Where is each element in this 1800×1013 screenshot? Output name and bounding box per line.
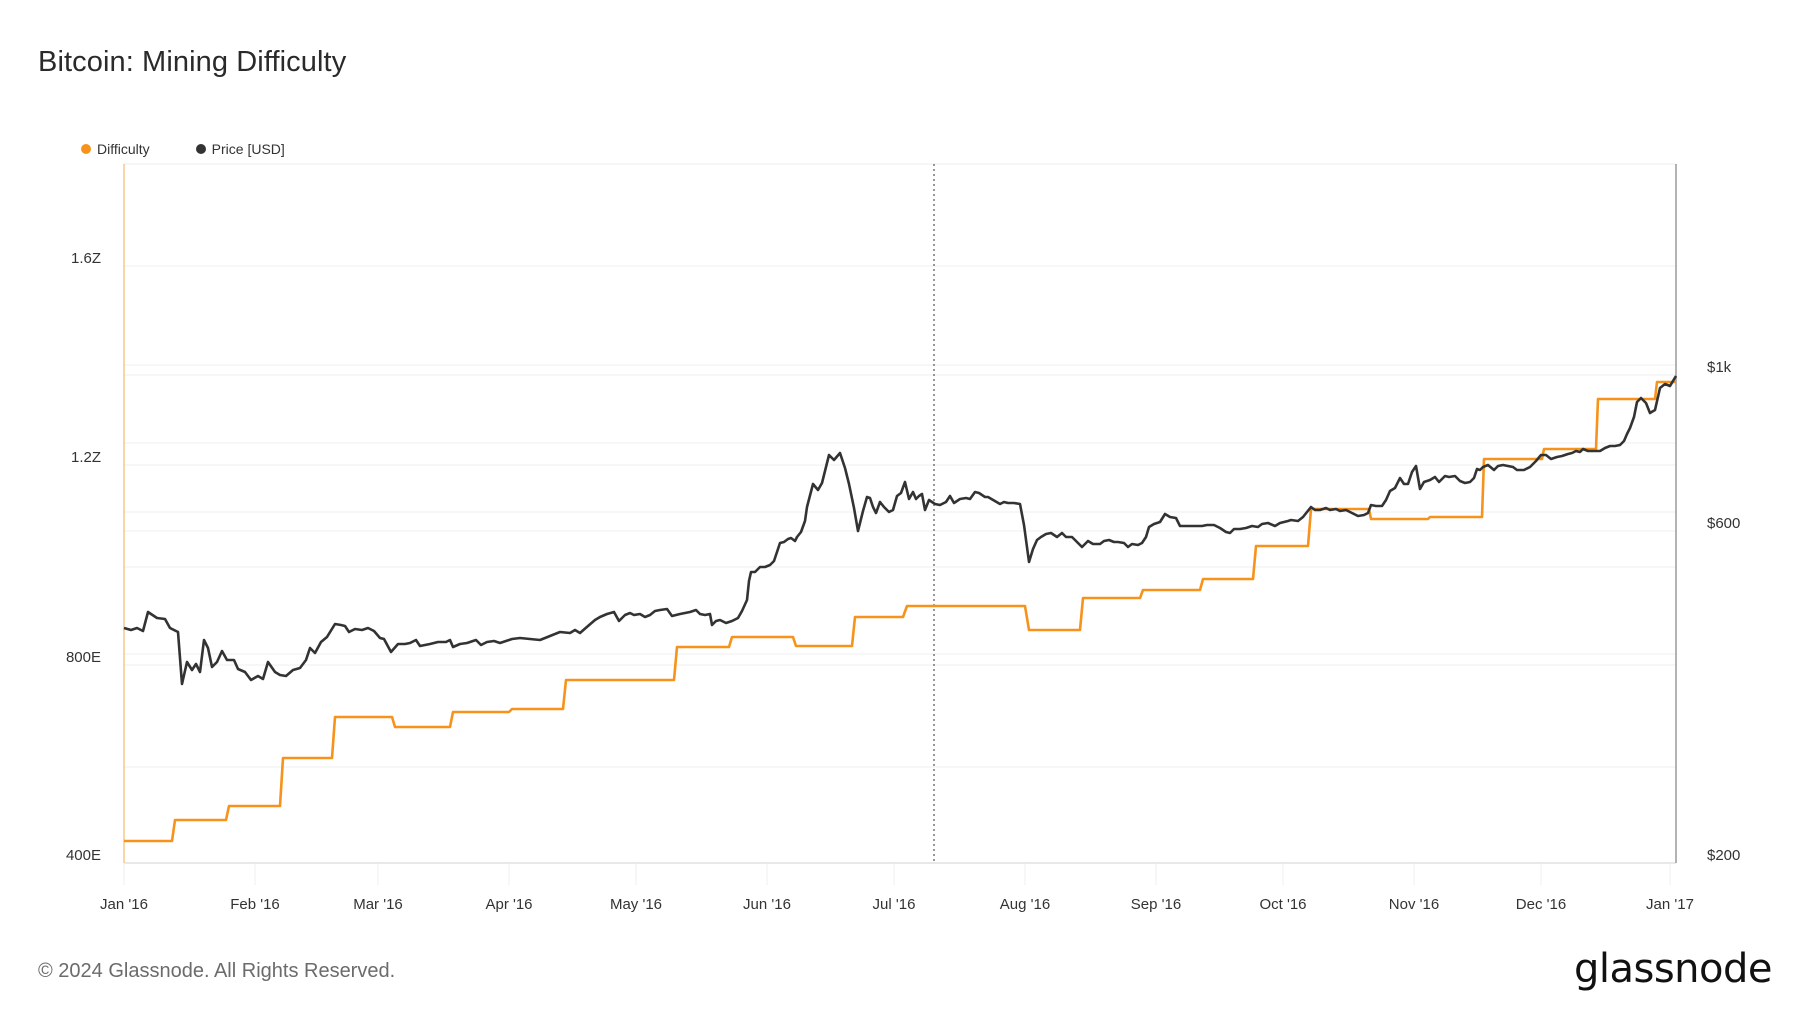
x-tick-label: Mar '16 [353, 896, 403, 913]
left-tick-label: 400E [66, 847, 101, 864]
left-tick-label: 1.6Z [71, 250, 101, 267]
gridlines [124, 265, 1676, 864]
legend-label-price: Price [USD] [211, 141, 285, 157]
right-tick-label: $600 [1707, 515, 1740, 532]
legend-label-difficulty: Difficulty [97, 141, 150, 157]
right-tick-label: $200 [1707, 847, 1740, 864]
left-tick-label: 800E [66, 649, 101, 666]
x-tick-label: May '16 [610, 896, 662, 913]
x-tick-label: Jan '17 [1646, 896, 1694, 913]
x-tick-label: Jun '16 [743, 896, 791, 913]
glassnode-logo: glassnode [1573, 946, 1773, 992]
copyright-text: © 2024 Glassnode. All Rights Reserved. [38, 960, 396, 982]
price-dot-icon [195, 144, 206, 154]
x-tick-label: Dec '16 [1516, 896, 1566, 913]
legend-item-difficulty[interactable]: Difficulty [81, 141, 150, 157]
right-tick-label: $1k [1707, 359, 1732, 376]
legend: Difficulty Price [USD] [81, 141, 285, 157]
price-series-line [123, 375, 1678, 686]
difficulty-dot-icon [81, 144, 91, 154]
x-tick-label: Feb '16 [230, 896, 280, 913]
x-tick-label: Aug '16 [1000, 896, 1050, 913]
x-tick-label: Nov '16 [1389, 896, 1439, 913]
left-tick-label: 1.2Z [71, 449, 101, 466]
x-tick-label: Apr '16 [485, 896, 532, 913]
x-tick-label: Jul '16 [873, 896, 916, 913]
difficulty-series-line [124, 380, 1676, 843]
x-tick-label: Sep '16 [1131, 896, 1181, 913]
x-tick-label: Oct '16 [1259, 896, 1306, 913]
left-axis-ticks: 400E 800E 1.2Z 1.6Z [66, 250, 101, 864]
x-tick-label: Jan '16 [100, 896, 148, 913]
right-axis-ticks: $200 $600 $1k [1707, 359, 1740, 864]
x-axis-ticks: Jan '16 Feb '16 Mar '16 Apr '16 May '16 Jun '… [100, 863, 1694, 913]
legend-item-price[interactable]: Price [USD] [195, 141, 285, 157]
chart-title: Bitcoin: Mining Difficulty [38, 46, 347, 78]
